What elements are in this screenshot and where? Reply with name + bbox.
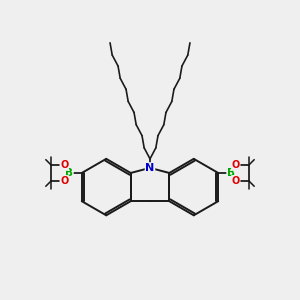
- Text: O: O: [232, 160, 240, 170]
- Text: B: B: [65, 168, 73, 178]
- Text: O: O: [60, 176, 68, 186]
- Text: N: N: [146, 163, 154, 173]
- Text: O: O: [60, 160, 68, 170]
- Text: B: B: [227, 168, 235, 178]
- Text: O: O: [232, 176, 240, 186]
